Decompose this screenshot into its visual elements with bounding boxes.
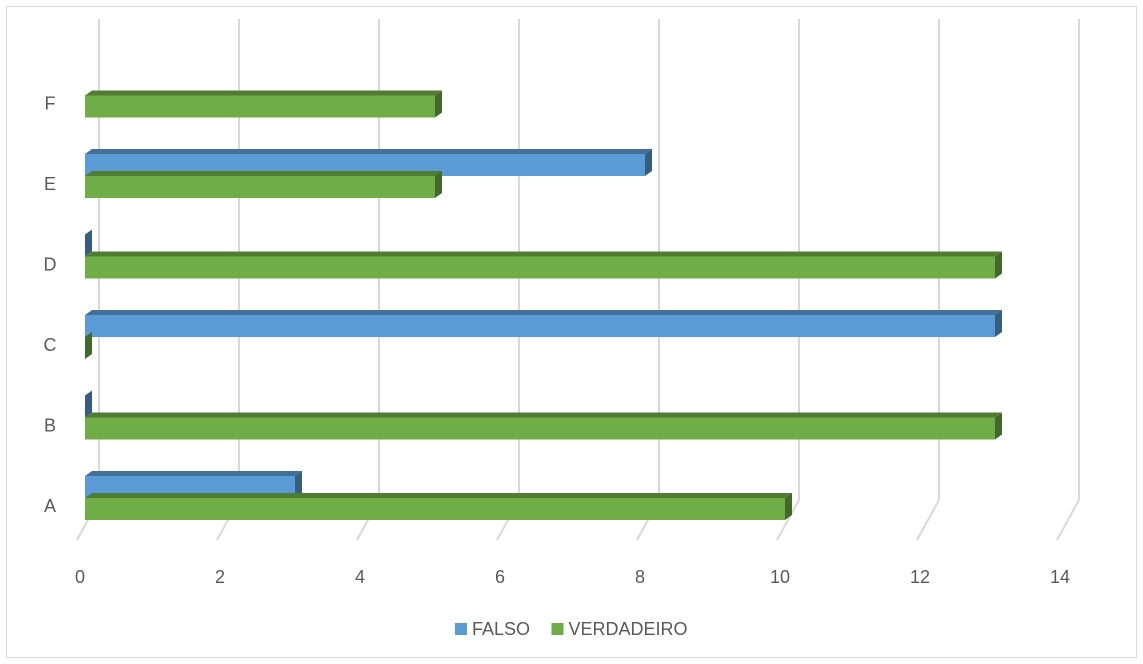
floor-gridline-14	[1056, 499, 1080, 541]
x-tick-label: 8	[635, 567, 645, 587]
floor-gridline-10	[776, 499, 800, 541]
x-tick-label: 4	[355, 567, 365, 587]
bar-falso-e	[85, 149, 652, 176]
x-tick-label: 0	[75, 567, 85, 587]
y-tick-label: E	[44, 174, 56, 194]
legend-label-verdadeiro: VERDADEIRO	[569, 619, 688, 639]
bar-falso-d	[85, 229, 92, 257]
x-tick-label: 14	[1050, 567, 1070, 587]
bar-verdadeiro-b	[85, 412, 1002, 440]
y-tick-label: C	[44, 335, 57, 355]
bar-verdadeiro-f	[85, 90, 442, 118]
x-tick-label: 2	[215, 567, 225, 587]
bar-verdadeiro-d	[85, 251, 1002, 279]
bar-verdadeiro-a	[85, 493, 792, 520]
y-tick-label: F	[45, 94, 56, 114]
legend-swatch-verdadeiro	[551, 623, 564, 635]
bar-verdadeiro-c	[85, 332, 92, 359]
legend-label-falso: FALSO	[472, 619, 530, 639]
y-tick-label: A	[44, 496, 56, 516]
bar-verdadeiro-e	[85, 171, 442, 198]
legend-swatch-falso	[455, 623, 467, 635]
floor-gridline-12	[916, 499, 940, 541]
x-tick-label: 12	[910, 567, 930, 587]
x-tick-label: 10	[770, 567, 790, 587]
bar-falso-c	[85, 310, 1002, 337]
y-tick-label: B	[44, 416, 56, 436]
bar-falso-b	[85, 390, 92, 418]
x-tick-label: 6	[495, 567, 505, 587]
y-tick-label: D	[44, 255, 57, 275]
bar-falso-a	[85, 471, 302, 498]
